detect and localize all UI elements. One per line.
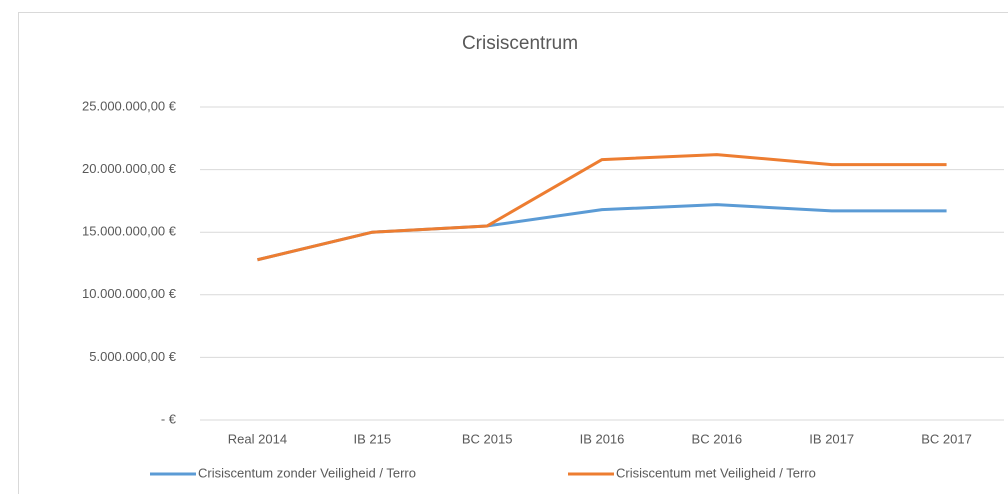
chart-title: Crisiscentrum [462,33,578,54]
x-tick-label: BC 2015 [462,431,513,446]
y-tick-label: 10.000.000,00 € [82,286,177,301]
x-tick-label: BC 2017 [921,431,972,446]
x-tick-label: Real 2014 [228,431,287,446]
y-tick-label: - € [161,411,177,426]
legend-label: Crisiscentum zonder Veiligheid / Terro [198,465,416,480]
y-tick-label: 20.000.000,00 € [82,161,177,176]
legend-label: Crisiscentum met Veiligheid / Terro [616,465,816,480]
y-tick-label: 15.000.000,00 € [82,224,177,239]
x-tick-label: IB 2017 [809,431,854,446]
x-tick-label: IB 2016 [580,431,625,446]
x-tick-label: BC 2016 [692,431,743,446]
y-tick-label: 25.000.000,00 € [82,98,177,113]
chart-frame [18,12,1008,494]
y-tick-label: 5.000.000,00 € [89,349,177,364]
x-tick-label: IB 215 [353,431,391,446]
series-line [257,153,947,262]
